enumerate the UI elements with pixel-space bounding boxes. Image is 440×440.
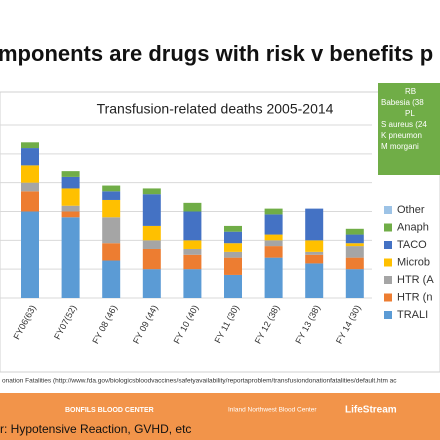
bar-segment <box>264 246 283 258</box>
bar-segment <box>345 234 364 244</box>
bar-segment <box>142 188 161 195</box>
bar-segment <box>61 211 80 218</box>
bar-segment <box>345 269 364 298</box>
footer-note: onation Fatalities (http://www.fda.gov/b… <box>2 378 397 385</box>
info-box-line: S aureus (24 <box>381 120 427 129</box>
info-box <box>378 83 440 175</box>
bottom-text: r: Hypotensive Reaction, GVHD, etc <box>0 422 191 436</box>
legend-label: HTR (n <box>397 291 432 303</box>
bar-segment <box>224 274 242 298</box>
bar-segment <box>183 202 202 212</box>
bar-segment <box>61 171 80 177</box>
bar-segment <box>102 260 121 298</box>
info-box-line: K pneumon <box>381 131 422 140</box>
bar-segment <box>102 243 121 261</box>
bar-segment <box>102 191 121 200</box>
legend-label: Anaph <box>397 221 429 233</box>
bar-segment <box>183 240 202 249</box>
logo: BONFILS BLOOD CENTER <box>65 407 154 414</box>
bar-segment <box>224 251 242 258</box>
footer-band-shade <box>0 393 440 440</box>
bar-segment <box>224 257 242 275</box>
bar-segment <box>264 240 283 247</box>
slide-title: mponents are drugs with risk v benefits … <box>0 41 433 66</box>
bar-segment <box>21 142 39 149</box>
bar-segment <box>264 234 283 241</box>
info-box-text: RB Babesia (38 PL S aureus (24 K pneumon M mo… <box>381 87 427 151</box>
bar-segment <box>183 248 202 255</box>
bar-segment <box>21 191 39 212</box>
bar-segment <box>264 208 283 215</box>
bar-segment <box>142 240 161 249</box>
bar-segment <box>21 165 39 183</box>
bar-segment <box>345 246 364 258</box>
bar-segment <box>21 211 39 298</box>
bar-segment <box>61 217 80 298</box>
info-box-line: RB <box>405 87 416 96</box>
bar-segment <box>305 263 324 298</box>
bar-segment <box>102 217 121 244</box>
bar-segment <box>61 188 80 206</box>
legend-swatch <box>384 241 392 249</box>
legend-swatch <box>384 293 392 302</box>
legend-swatch <box>384 206 392 214</box>
bar-segment <box>305 251 324 255</box>
info-box-line: M morgani <box>381 142 419 151</box>
bar-segment <box>264 257 283 298</box>
bar-segment <box>142 194 161 226</box>
bar-segment <box>224 225 242 232</box>
bar-segment <box>224 243 242 252</box>
legend-label: TACO <box>397 239 427 251</box>
legend-swatch <box>384 276 392 284</box>
legend-swatch <box>384 223 392 232</box>
bar-segment <box>102 199 121 218</box>
legend-swatch <box>384 258 392 267</box>
chart-title: Transfusion-related deaths 2005-2014 <box>97 101 334 117</box>
bar-segment <box>61 205 80 212</box>
logo: Inland Northwest Blood Center <box>228 407 317 414</box>
legend-swatch <box>384 311 392 319</box>
legend-label: TRALI <box>397 309 428 321</box>
bar-segment <box>142 269 161 298</box>
bar-segment <box>345 243 364 247</box>
bar-segment <box>142 248 161 270</box>
bar-segment <box>21 148 39 166</box>
bar-segment <box>183 254 202 270</box>
bar-segment <box>142 225 161 241</box>
legend-label: HTR (A <box>397 274 434 286</box>
bar-segment <box>264 214 283 235</box>
bar-segment <box>21 182 39 192</box>
bar-segment <box>183 211 202 241</box>
bar-segment <box>305 254 324 264</box>
bar-segment <box>102 185 121 192</box>
legend-label: Microb <box>397 256 430 268</box>
bar-segment <box>61 176 80 189</box>
logo: LifeStream <box>345 405 397 416</box>
legend-label: Other <box>397 204 425 216</box>
bar-segment <box>345 257 364 270</box>
bar-segment <box>224 231 242 244</box>
bar-segment <box>345 228 364 235</box>
info-box-line: PL <box>405 109 415 118</box>
bar-segment <box>183 269 202 298</box>
info-box-line: Babesia (38 <box>381 98 424 107</box>
bar-segment <box>305 240 324 252</box>
bar-segment <box>305 208 324 241</box>
legend: TRALI HTR (n HTR (A Microb TACO Anaph Other <box>384 204 434 321</box>
